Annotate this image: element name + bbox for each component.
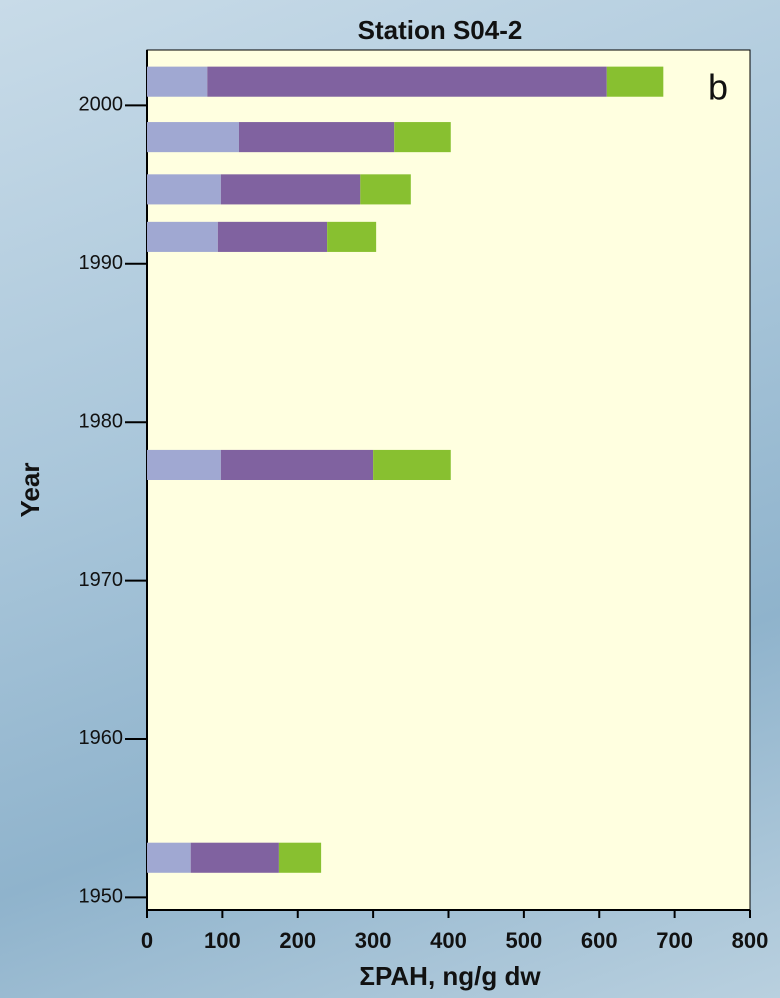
x-tick-label: 700 — [656, 928, 693, 953]
x-tick-label: 300 — [355, 928, 392, 953]
bar-segment — [147, 66, 208, 97]
bar-segment — [373, 449, 451, 480]
bar-segment — [220, 449, 374, 480]
bar-segment — [394, 122, 451, 153]
y-tick-label: 1980 — [79, 410, 124, 432]
panel-label: b — [708, 67, 728, 108]
x-tick-label: 0 — [141, 928, 153, 953]
y-tick-label: 1950 — [79, 886, 124, 908]
bar-segment — [217, 221, 328, 252]
bar-segment — [147, 449, 221, 480]
x-tick-label: 800 — [732, 928, 769, 953]
y-tick-label: 2000 — [79, 94, 124, 116]
x-tick-label: 400 — [430, 928, 467, 953]
bar-segment — [147, 842, 191, 873]
y-tick-label: 1990 — [79, 252, 124, 274]
bar-segment — [220, 174, 361, 205]
bar-segment — [238, 122, 395, 153]
bar-segment — [147, 174, 221, 205]
bar-segment — [190, 842, 279, 873]
chart-title: Station S04-2 — [358, 15, 523, 45]
x-tick-label: 200 — [279, 928, 316, 953]
y-tick-label: 1960 — [79, 727, 124, 749]
y-axis-label: Year — [15, 463, 45, 518]
x-tick-label: 100 — [204, 928, 241, 953]
bar-segment — [147, 122, 239, 153]
bar-segment — [147, 221, 218, 252]
x-tick-label: 600 — [581, 928, 618, 953]
bar-segment — [360, 174, 411, 205]
y-tick-label: 1970 — [79, 569, 124, 591]
x-axis-label: ΣPAH, ng/g dw — [359, 961, 541, 991]
bar-segment — [606, 66, 664, 97]
bar-segment — [278, 842, 322, 873]
bar-segment — [207, 66, 607, 97]
x-tick-label: 500 — [506, 928, 543, 953]
bar-segment — [327, 221, 377, 252]
